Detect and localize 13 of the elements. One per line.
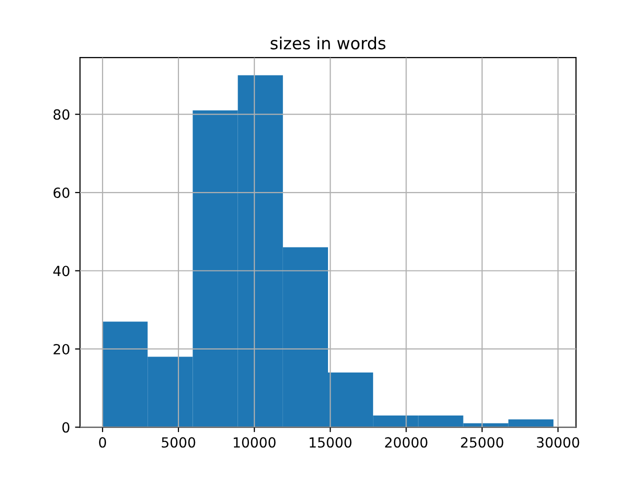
x-tick-label: 30000 [536, 437, 580, 448]
x-tick-label: 15000 [310, 437, 352, 448]
x-tick-label: 25000 [461, 437, 504, 448]
x-tick-label: 0 [99, 437, 106, 448]
x-tick-label: 20000 [385, 437, 428, 448]
y-tick-label: 0 [62, 422, 70, 433]
y-tick-label: 20 [54, 344, 70, 354]
y-tick-label: 40 [53, 266, 70, 276]
chart-title: sizes in words [270, 36, 386, 50]
x-tick-label: 5000 [162, 437, 196, 448]
x-tick-label: 10000 [234, 437, 276, 448]
y-tick-label: 80 [54, 109, 70, 120]
y-tick-label: 60 [54, 188, 70, 198]
